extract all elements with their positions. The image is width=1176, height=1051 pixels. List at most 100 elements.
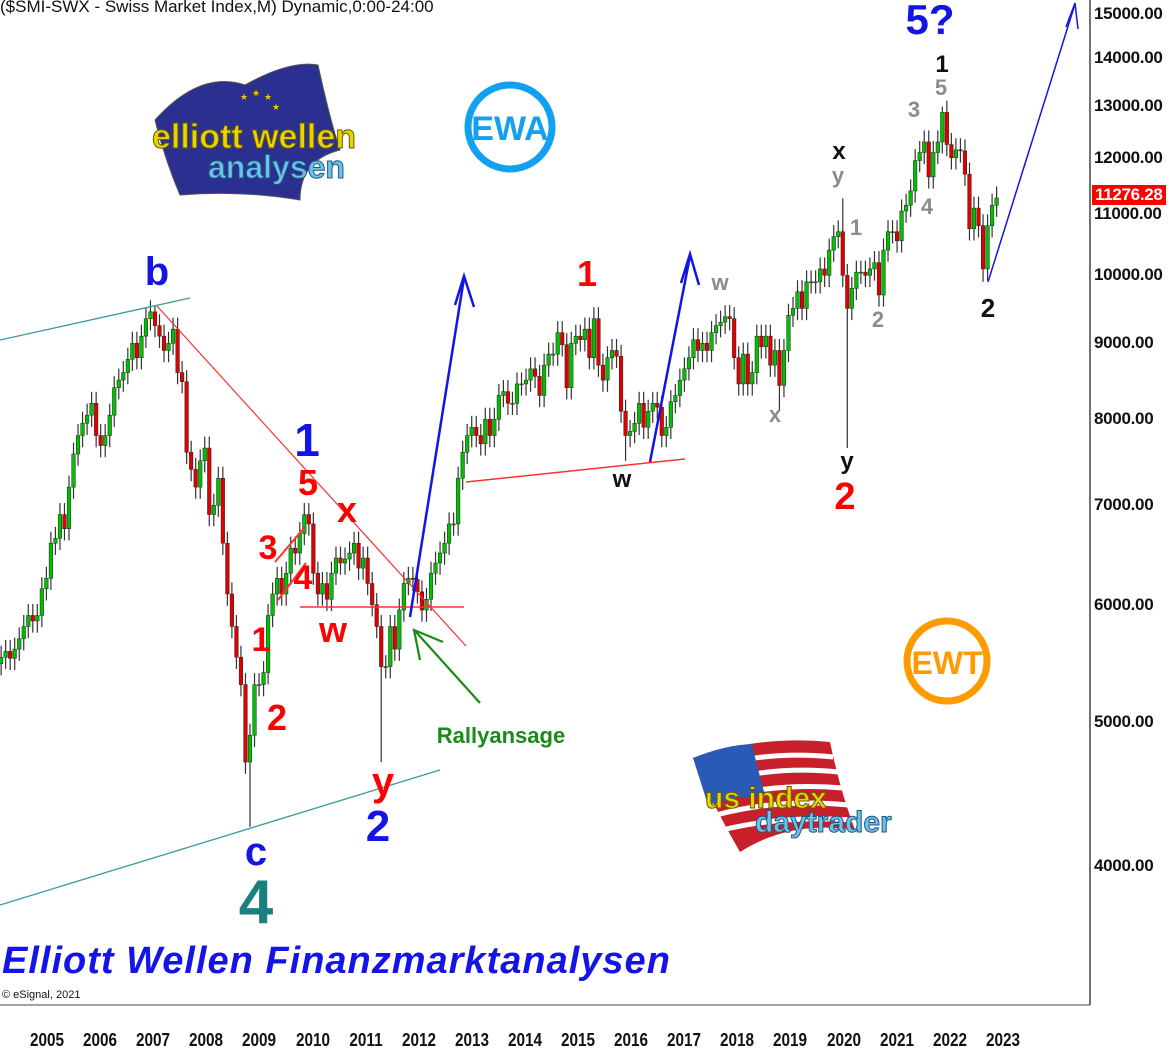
candle bbox=[30, 603, 35, 633]
candle-body bbox=[302, 514, 307, 534]
candle-body bbox=[646, 410, 651, 428]
candle-body bbox=[569, 343, 574, 388]
candle bbox=[505, 380, 510, 415]
wave-label: 1 bbox=[849, 215, 863, 240]
candles-layer bbox=[0, 100, 999, 827]
candle-body bbox=[551, 353, 556, 356]
candle-body bbox=[931, 152, 936, 178]
candle bbox=[863, 260, 868, 288]
x-tick-label: 2013 bbox=[454, 1030, 489, 1050]
wave-label: 5 bbox=[934, 75, 948, 100]
candle bbox=[551, 342, 556, 366]
candle-body bbox=[12, 648, 17, 659]
y-tick-label: 4000.00 bbox=[1094, 856, 1154, 875]
svg-text:★: ★ bbox=[264, 92, 272, 102]
candle bbox=[772, 338, 777, 377]
x-tick-label: 2015 bbox=[560, 1030, 596, 1050]
candle bbox=[609, 338, 615, 370]
candle-body bbox=[614, 350, 619, 357]
candle bbox=[125, 347, 130, 385]
candle-body bbox=[3, 651, 8, 658]
candle bbox=[284, 561, 289, 606]
candle-body bbox=[695, 339, 701, 351]
candle-body bbox=[333, 557, 339, 574]
candle bbox=[474, 415, 479, 448]
candle bbox=[21, 614, 26, 651]
candle-body bbox=[546, 353, 551, 366]
candle bbox=[39, 577, 44, 628]
candle-body bbox=[107, 414, 112, 436]
candle bbox=[478, 424, 483, 456]
candle bbox=[121, 361, 126, 392]
wedge-upper-line bbox=[274, 526, 306, 563]
candle-body bbox=[523, 379, 529, 385]
candle-body bbox=[795, 291, 800, 309]
candle bbox=[908, 179, 913, 217]
candle bbox=[8, 639, 13, 671]
candle-body bbox=[623, 410, 628, 436]
candle-body bbox=[985, 225, 990, 270]
candle-body bbox=[21, 626, 26, 640]
candle-body bbox=[664, 427, 669, 436]
candle-body bbox=[786, 314, 791, 351]
candle-body bbox=[913, 160, 918, 192]
ewa-logo-text: EWA bbox=[471, 110, 548, 148]
candle-body bbox=[578, 335, 583, 340]
candle bbox=[953, 138, 958, 170]
candle bbox=[935, 130, 940, 165]
blue-projection-arrow-2022 bbox=[987, 3, 1076, 283]
candle bbox=[763, 324, 768, 359]
candle-body bbox=[256, 684, 262, 686]
candle bbox=[293, 536, 298, 565]
candle-body bbox=[632, 422, 637, 432]
wave-label: 3 bbox=[907, 97, 921, 122]
candle-body bbox=[890, 231, 895, 233]
candle bbox=[967, 162, 972, 241]
logo-text: us index bbox=[705, 782, 827, 815]
wave-label: 2 bbox=[834, 476, 856, 518]
candle-body bbox=[505, 391, 510, 404]
candle bbox=[931, 140, 936, 189]
wave-label: 2 bbox=[266, 697, 288, 738]
y-tick-label: 7000.00 bbox=[1094, 495, 1154, 515]
wave-label: 5? bbox=[905, 0, 955, 43]
upper-channel-line bbox=[0, 297, 191, 341]
candle-body bbox=[193, 469, 198, 488]
candle bbox=[198, 449, 203, 499]
wave-label: y bbox=[831, 163, 845, 188]
logo-text: daytrader bbox=[755, 806, 892, 839]
candle bbox=[116, 368, 121, 400]
candle bbox=[980, 214, 986, 282]
candle bbox=[94, 391, 99, 448]
candle-body bbox=[736, 357, 741, 385]
wave-label: 4 bbox=[293, 559, 313, 597]
candle-body bbox=[723, 316, 728, 323]
candle-body bbox=[139, 335, 144, 359]
candle bbox=[845, 263, 850, 449]
candle bbox=[80, 411, 85, 448]
candle-body bbox=[935, 141, 940, 153]
wave-label: w bbox=[711, 270, 729, 295]
candle bbox=[12, 637, 17, 671]
candle-body bbox=[813, 281, 818, 284]
candle bbox=[85, 403, 90, 435]
x-tick-label: 2022 bbox=[932, 1030, 967, 1050]
candle bbox=[496, 383, 501, 431]
arrow-head bbox=[1065, 2, 1079, 30]
candle bbox=[202, 436, 207, 473]
wave-label: 1 bbox=[576, 253, 598, 294]
x-tick-label: 2006 bbox=[83, 1030, 118, 1050]
candle bbox=[741, 342, 746, 396]
candle-body bbox=[460, 452, 465, 479]
candle bbox=[89, 391, 94, 427]
candle-body bbox=[284, 572, 289, 595]
candle bbox=[587, 317, 592, 370]
candle bbox=[75, 424, 81, 466]
candle bbox=[401, 572, 406, 622]
candle bbox=[623, 399, 628, 461]
candle bbox=[66, 475, 72, 541]
candle-body bbox=[922, 141, 927, 153]
candle bbox=[822, 257, 827, 288]
candle-body bbox=[510, 403, 515, 405]
candle-body bbox=[275, 578, 280, 595]
